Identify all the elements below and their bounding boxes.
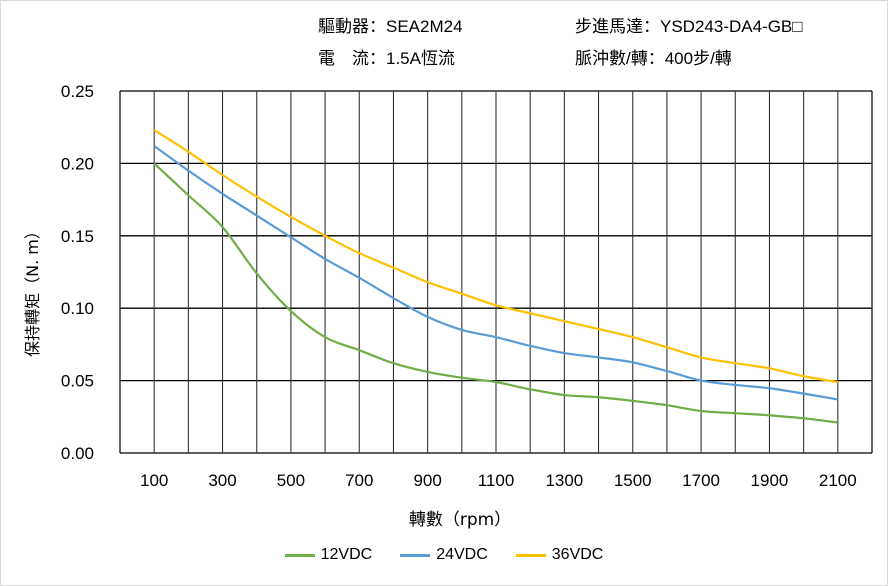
legend-swatch [515,553,546,557]
legend: 12VDC 24VDC 36VDC [0,546,888,564]
x-tick-label: 1700 [682,471,720,490]
motor-label: 步進馬達：YSD243-DA4-GB□ [575,17,803,36]
x-axis-title: 轉數（rpm） [409,510,511,530]
current-label: 電 流：1.5A恆流 [318,49,455,68]
legend-label: 24VDC [436,546,488,563]
driver-label: 驅動器：SEA2M24 [318,17,463,36]
y-tick-label: 0.10 [61,299,94,318]
legend-swatch [284,553,315,557]
legend-item: 36VDC [515,546,604,564]
y-tick-label: 0.05 [61,372,94,391]
y-tick-label: 0.15 [61,227,94,246]
y-tick-label: 0.00 [61,444,94,463]
legend-item: 12VDC [284,546,373,564]
x-tick-label: 1500 [614,471,652,490]
x-tick-label: 1100 [478,471,515,490]
series-line-24VDC [153,145,839,401]
x-tick-label: 2100 [819,471,857,490]
y-tick-label: 0.20 [61,154,94,173]
x-tick-label: 1300 [545,471,583,490]
legend-swatch [400,553,431,557]
x-tick-label: 1900 [751,471,789,490]
legend-label: 36VDC [551,546,604,563]
y-axis-title: 保持轉矩（N. m） [23,223,42,357]
legend-item: 24VDC [400,546,488,564]
legend-label: 12VDC [320,546,373,563]
series-line-12VDC [153,162,838,424]
x-tick-label: 300 [208,471,236,490]
pulses-label: 脈沖數/轉：400步/轉 [575,49,732,68]
x-tick-label: 500 [277,471,305,490]
y-tick-label: 0.25 [61,82,94,101]
x-tick-label: 700 [345,471,373,490]
x-tick-label: 900 [413,471,441,490]
x-tick-label: 100 [140,471,168,490]
series-line-36VDC [153,129,839,384]
